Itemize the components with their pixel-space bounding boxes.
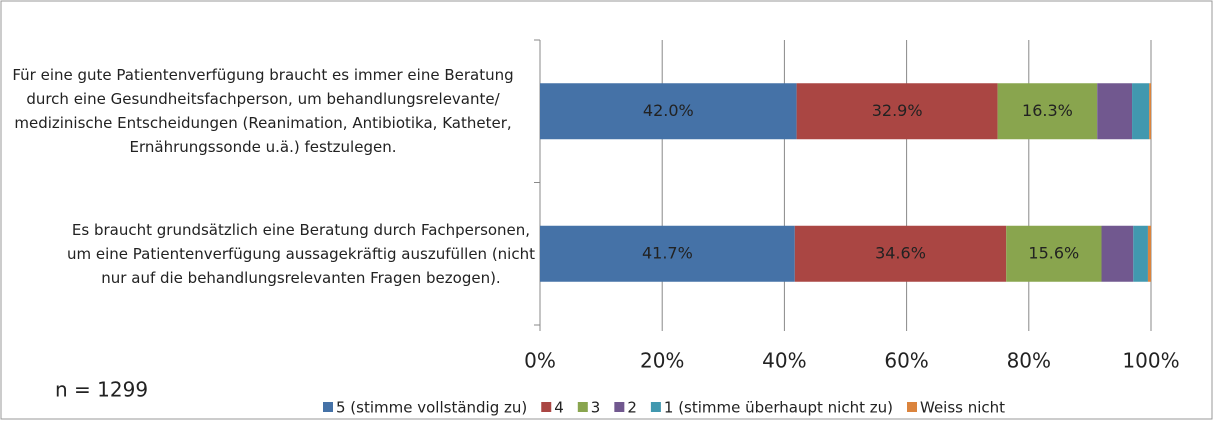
category-label: Es braucht grundsätzlich eine Beratung d… — [67, 221, 535, 287]
data-label: 42.0% — [643, 101, 694, 120]
bar-segment — [1132, 83, 1150, 140]
bar-segment — [1097, 83, 1133, 140]
data-label: 32.9% — [872, 101, 923, 120]
bar-segment — [796, 83, 998, 140]
annotation: n = 1299 — [55, 378, 148, 402]
bar-segment — [1149, 83, 1151, 140]
legend-swatch — [323, 402, 333, 412]
bar-segment — [1133, 225, 1148, 282]
x-tick-label: 20% — [640, 349, 684, 373]
data-label: 34.6% — [875, 243, 926, 262]
x-tick-label: 100% — [1122, 349, 1179, 373]
x-tick-label: 80% — [1007, 349, 1051, 373]
data-label: 16.3% — [1022, 101, 1073, 120]
legend-label: 4 — [554, 399, 564, 417]
bar-segment — [1101, 225, 1134, 282]
legend-swatch — [577, 402, 588, 412]
legend-label: 2 — [627, 399, 637, 417]
x-tick-label: 40% — [762, 349, 806, 373]
legend-swatch — [650, 402, 661, 412]
legend-label: 3 — [591, 399, 601, 417]
legend-label: Weiss nicht — [920, 399, 1005, 417]
legend-label: 1 (stimme überhaupt nicht zu) — [664, 399, 893, 417]
legend-swatch — [541, 402, 552, 412]
bar-segment — [540, 225, 795, 282]
legend-label: 5 (stimme vollständig zu) — [336, 399, 527, 417]
bar-segment — [1006, 225, 1102, 282]
bar-segment — [540, 83, 797, 140]
legend-swatch — [907, 402, 917, 412]
data-label: 15.6% — [1028, 243, 1079, 262]
bar-segment — [1147, 225, 1151, 282]
x-tick-label: 0% — [524, 349, 556, 373]
x-tick-label: 60% — [884, 349, 928, 373]
bar-segment — [997, 83, 1098, 140]
bar-segment — [794, 225, 1007, 282]
data-label: 41.7% — [642, 243, 693, 262]
legend-swatch — [614, 402, 625, 412]
category-label: Für eine gute Patientenverfügung braucht… — [12, 66, 514, 156]
